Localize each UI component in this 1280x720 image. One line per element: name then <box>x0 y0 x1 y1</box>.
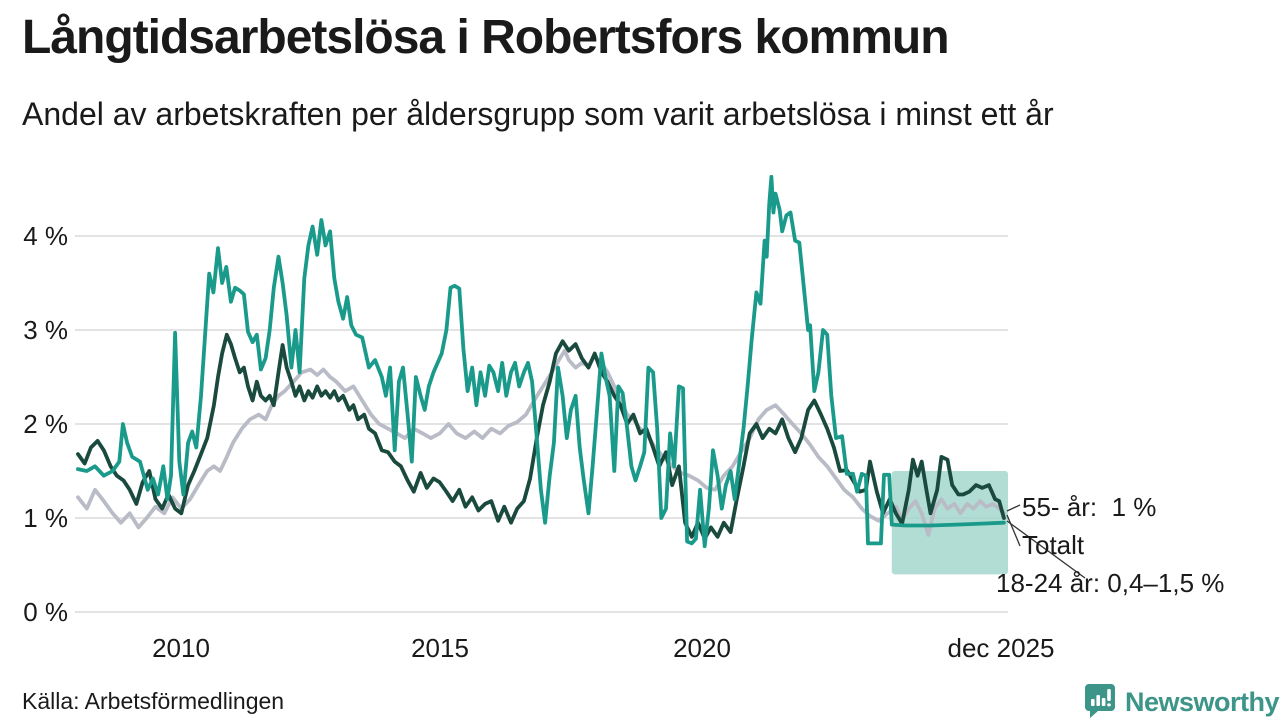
page-subtitle: Andel av arbetskraften per åldersgrupp s… <box>22 96 1054 132</box>
y-axis-tick-label: 0 % <box>23 597 68 627</box>
newsworthy-logo: Newsworthy <box>1083 682 1280 720</box>
series-end-label-18-24-ar: 18-24 år: 0,4–1,5 % <box>996 568 1225 598</box>
y-axis-tick-label: 4 % <box>23 221 68 251</box>
x-axis-tick-label: 2010 <box>152 633 210 663</box>
bar-chart-bubble-icon <box>1083 682 1117 720</box>
page-title: Långtidsarbetslösa i Robertsfors kommun <box>22 11 950 64</box>
series-end-label-55-ar: 55- år: 1 % <box>1022 492 1157 522</box>
x-axis-tick-label: 2020 <box>673 633 731 663</box>
y-axis-tick-label: 2 % <box>23 409 68 439</box>
source-note: Källa: Arbetsförmedlingen <box>22 688 285 714</box>
y-axis-tick-label: 1 % <box>23 503 68 533</box>
y-axis-tick-label: 3 % <box>23 315 68 345</box>
newsworthy-logo-text: Newsworthy <box>1125 687 1280 717</box>
x-axis-tick-label: 2015 <box>411 633 469 663</box>
x-axis-tick-label: dec 2025 <box>947 633 1055 663</box>
series-end-label-totalt: Totalt <box>1022 530 1085 560</box>
